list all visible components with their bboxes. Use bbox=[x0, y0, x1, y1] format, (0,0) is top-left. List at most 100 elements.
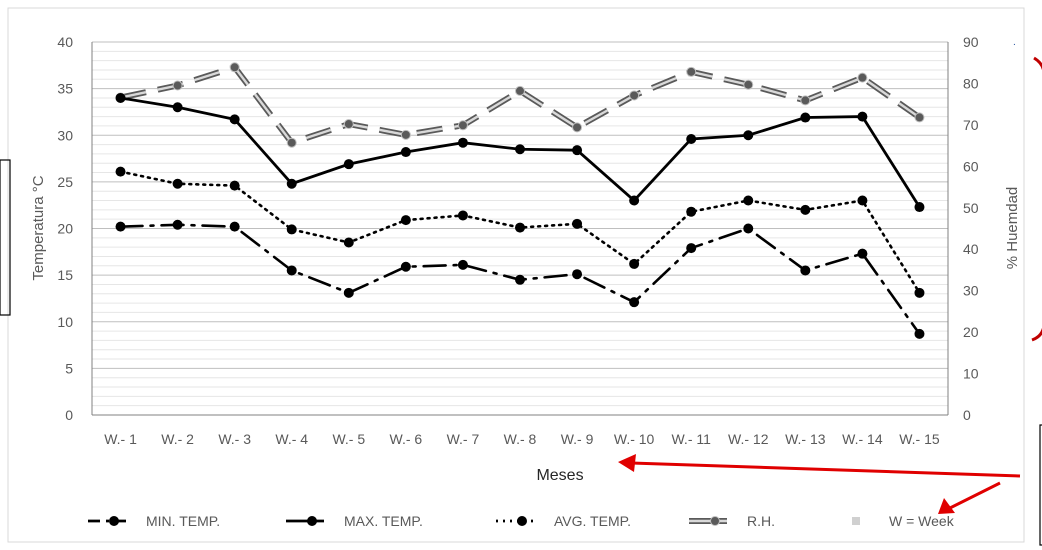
max-temp-point bbox=[629, 195, 640, 206]
x-tick-label: W.- 1 bbox=[104, 431, 137, 447]
y-axis-right-title: % Huemdad bbox=[1004, 187, 1021, 270]
x-tick-label: W.- 2 bbox=[161, 431, 194, 447]
rh-point bbox=[229, 62, 240, 73]
min-temp-point bbox=[800, 265, 811, 276]
y-left-tick-label: 0 bbox=[65, 407, 73, 423]
annotation-arrow-to-legend-note bbox=[938, 481, 1001, 514]
rh-point bbox=[343, 119, 354, 130]
rh-point bbox=[800, 95, 811, 106]
annotation-arrow-to-xlabel bbox=[618, 454, 1021, 478]
legend-label: MIN. TEMP. bbox=[146, 513, 220, 529]
y-right-tick-label: 20 bbox=[963, 324, 979, 340]
avg-temp-point bbox=[629, 258, 640, 269]
y-right-tick-label: 80 bbox=[963, 75, 979, 91]
avg-temp-point bbox=[857, 195, 868, 206]
min-temp-point bbox=[743, 223, 754, 234]
min-temp-point bbox=[400, 261, 411, 272]
y-left-tick-label: 20 bbox=[57, 221, 73, 237]
min-temp-point bbox=[686, 243, 697, 254]
y-right-tick-label: 30 bbox=[963, 283, 979, 299]
rh-point bbox=[515, 85, 525, 96]
tick-labels: 0 5 10 15 20 25 30 35 40 0 10 20 30 40 50 60 70 80 90 W.- 1… bbox=[57, 34, 978, 447]
max-temp-point bbox=[914, 202, 925, 213]
avg-temp-point bbox=[572, 218, 583, 229]
rh-point bbox=[572, 122, 583, 133]
legend-marker bbox=[307, 516, 317, 526]
avg-temp-point bbox=[515, 222, 525, 233]
y-left-tick-label: 5 bbox=[65, 360, 73, 376]
legend: MIN. TEMP. MAX. TEMP. AVG. TEMP. R.H. W = We… bbox=[88, 513, 955, 529]
avg-temp-point bbox=[914, 287, 925, 298]
legend-marker bbox=[109, 516, 119, 526]
avg-temp-point bbox=[457, 210, 468, 221]
avg-temp-point bbox=[286, 224, 297, 235]
max-temp-point bbox=[400, 147, 411, 158]
x-tick-label: W.- 3 bbox=[218, 431, 251, 447]
min-temp-point bbox=[286, 265, 297, 276]
rh-point bbox=[629, 90, 640, 101]
x-tick-label: W.- 12 bbox=[728, 431, 769, 447]
x-tick-label: W.- 14 bbox=[842, 431, 883, 447]
series-line-r-h-outer bbox=[119, 63, 922, 147]
x-tick-label: W.- 4 bbox=[275, 431, 308, 447]
legend-label-week-note: W = Week bbox=[889, 513, 955, 529]
y-right-tick-label: 40 bbox=[963, 241, 979, 257]
y-right-tick-label: 90 bbox=[963, 34, 979, 50]
avg-temp-point bbox=[172, 178, 183, 189]
max-temp-point bbox=[572, 145, 583, 156]
max-temp-point bbox=[286, 178, 297, 189]
y-right-tick-label: 70 bbox=[963, 117, 979, 133]
max-temp-point bbox=[800, 112, 811, 123]
legend-marker bbox=[517, 516, 527, 526]
y-left-tick-label: 15 bbox=[57, 267, 73, 283]
legend-swatch-week bbox=[852, 517, 860, 525]
legend-label: AVG. TEMP. bbox=[554, 513, 631, 529]
rh-point bbox=[400, 129, 411, 140]
rh-point bbox=[857, 72, 868, 83]
avg-temp-point bbox=[115, 166, 126, 177]
y-right-tick-label: 0 bbox=[963, 407, 971, 423]
avg-temp-point bbox=[686, 206, 697, 217]
max-temp-point bbox=[229, 114, 240, 125]
x-tick-label: W.- 8 bbox=[504, 431, 537, 447]
y-right-tick-label: 60 bbox=[963, 158, 979, 174]
max-temp-point bbox=[857, 111, 868, 122]
y-left-tick-label: 35 bbox=[57, 81, 73, 97]
x-tick-label: W.- 13 bbox=[785, 431, 826, 447]
max-temp-point bbox=[686, 133, 697, 144]
y-right-tick-label: 10 bbox=[963, 366, 979, 382]
series-layer bbox=[115, 62, 925, 339]
rh-point bbox=[286, 137, 297, 148]
legend-label: MAX. TEMP. bbox=[344, 513, 423, 529]
y-left-tick-label: 10 bbox=[57, 314, 73, 330]
avg-temp-point bbox=[229, 180, 240, 191]
rh-point bbox=[743, 79, 754, 90]
max-temp-point bbox=[743, 130, 754, 141]
y-right-tick-label: 50 bbox=[963, 200, 979, 216]
y-left-tick-label: 30 bbox=[57, 127, 73, 143]
avg-temp-point bbox=[343, 237, 354, 248]
min-temp-point bbox=[572, 269, 583, 280]
avg-temp-point bbox=[400, 215, 411, 226]
min-temp-point bbox=[172, 219, 183, 230]
x-tick-label: W.- 6 bbox=[390, 431, 423, 447]
x-axis-title: Meses bbox=[536, 467, 583, 484]
min-temp-point bbox=[343, 287, 354, 298]
y-axis-left-title: Temperatura °C bbox=[30, 175, 47, 280]
min-temp-point bbox=[115, 221, 126, 232]
min-temp-point bbox=[457, 259, 468, 270]
rh-point bbox=[914, 112, 925, 123]
y-left-tick-label: 40 bbox=[57, 34, 73, 50]
gridlines bbox=[92, 41, 948, 416]
min-temp-point bbox=[515, 274, 525, 285]
max-temp-point bbox=[343, 159, 354, 170]
x-tick-label: W.- 15 bbox=[899, 431, 940, 447]
blue-dot-mark: . bbox=[1013, 37, 1016, 48]
avg-temp-point bbox=[743, 195, 754, 206]
y-left-tick-label: 25 bbox=[57, 174, 73, 190]
max-temp-point bbox=[115, 92, 126, 103]
min-temp-point bbox=[857, 248, 868, 259]
min-temp-point bbox=[914, 328, 925, 339]
chart-border bbox=[7, 7, 1025, 543]
